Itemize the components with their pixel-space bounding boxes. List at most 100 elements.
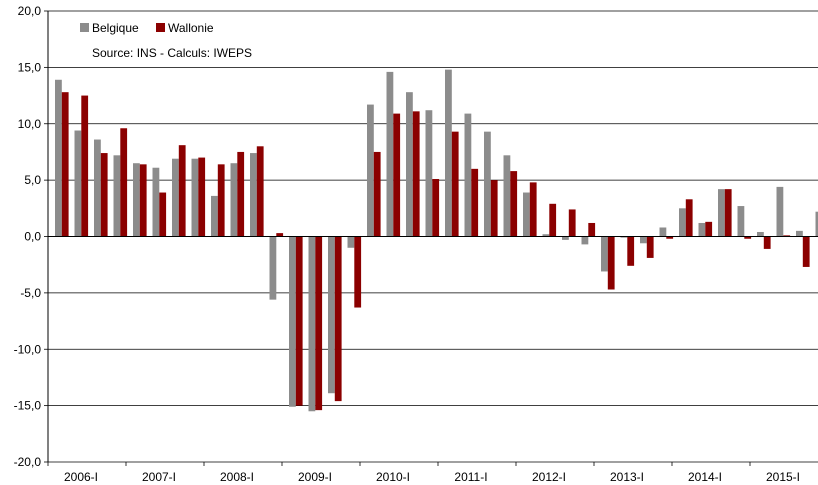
bar-wallonie [744, 236, 752, 239]
bar-belgique [113, 155, 121, 237]
bar-wallonie [178, 145, 186, 237]
x-tick-label: 2014-I [688, 470, 722, 484]
bar-wallonie [139, 164, 147, 237]
bar-wallonie [159, 192, 167, 237]
bar-wallonie [237, 151, 245, 237]
y-tick-label: -20,0 [14, 455, 42, 469]
bar-belgique [328, 236, 335, 394]
bar-belgique [347, 236, 355, 248]
bar-wallonie [334, 236, 342, 402]
x-tick-label: 2009-I [298, 470, 332, 484]
legend-label-wallonie: Wallonie [168, 21, 214, 35]
bar-belgique [620, 236, 628, 238]
bar-belgique [386, 71, 394, 237]
bar-wallonie [588, 222, 596, 237]
bar-belgique [503, 155, 511, 237]
bar-wallonie [354, 236, 362, 308]
bar-wallonie [217, 164, 225, 237]
bar-belgique [796, 230, 803, 237]
bar-wallonie [783, 235, 791, 237]
bar-belgique [269, 236, 277, 300]
y-tick-label: -5,0 [20, 286, 41, 300]
y-tick-label: 20,0 [18, 4, 42, 18]
bar-belgique [94, 139, 101, 237]
bar-wallonie [490, 180, 498, 237]
y-tick-label: -10,0 [14, 342, 42, 356]
y-tick-label: 15,0 [18, 60, 42, 74]
bar-wallonie [81, 95, 89, 237]
bar-wallonie [471, 168, 479, 237]
bar-wallonie [724, 189, 732, 237]
bars [55, 69, 818, 412]
bar-belgique [289, 236, 296, 407]
bar-belgique [367, 104, 374, 237]
bar-wallonie [393, 113, 401, 237]
x-tick-label: 2012-I [532, 470, 566, 484]
bar-belgique [737, 206, 745, 237]
bar-wallonie [549, 203, 557, 237]
legend: Belgique Wallonie Source: INS - Calculs:… [80, 21, 252, 60]
bar-wallonie [685, 199, 693, 237]
bar-belgique [484, 131, 491, 237]
bar-wallonie [100, 153, 108, 237]
bar-belgique [211, 195, 218, 237]
x-tick-labels: 2006-I 2007-I 2008-I 2009-I 2010-I 2011-I 2012… [47, 462, 800, 484]
bar-wallonie [627, 236, 635, 266]
legend-swatch-wallonie [156, 23, 165, 32]
bar-belgique [640, 236, 647, 244]
x-tick-label: 2010-I [376, 470, 410, 484]
bar-belgique [542, 234, 550, 237]
bar-belgique [152, 167, 160, 237]
x-tick-label: 2008-I [220, 470, 254, 484]
x-tick-label: 2013-I [610, 470, 644, 484]
bar-belgique [776, 186, 784, 237]
bar-wallonie [61, 92, 69, 237]
y-tick-label: 5,0 [24, 173, 41, 187]
bar-belgique [308, 236, 316, 412]
bar-wallonie [120, 128, 128, 237]
bar-wallonie [198, 157, 206, 237]
bar-belgique [815, 211, 818, 237]
bar-belgique [133, 163, 140, 237]
bar-wallonie [646, 236, 654, 258]
bar-wallonie [529, 182, 537, 237]
legend-swatch-belgique [80, 23, 89, 32]
bar-belgique [757, 231, 764, 237]
bar-belgique [523, 192, 530, 237]
bar-belgique [562, 236, 569, 240]
bar-belgique [679, 208, 686, 237]
y-tick-label: 0,0 [24, 230, 41, 244]
bar-belgique [250, 153, 257, 237]
bar-wallonie [666, 236, 674, 239]
bar-wallonie [568, 209, 576, 237]
bar-belgique [74, 130, 82, 237]
bar-wallonie [276, 233, 284, 237]
x-tick-label: 2007-I [142, 470, 176, 484]
bar-wallonie [432, 178, 440, 237]
bar-belgique [445, 69, 452, 237]
bar-wallonie [451, 131, 459, 237]
bar-belgique [191, 158, 199, 237]
bar-wallonie [705, 221, 713, 237]
x-tick-label: 2006-I [64, 470, 98, 484]
bar-belgique [406, 92, 413, 237]
bar-belgique [718, 189, 725, 237]
bar-belgique [464, 113, 472, 237]
bar-wallonie [373, 151, 381, 237]
bar-wallonie [763, 236, 771, 249]
bar-belgique [581, 236, 589, 245]
bar-wallonie [315, 236, 323, 411]
bar-wallonie [802, 236, 810, 267]
legend-label-belgique: Belgique [92, 21, 139, 35]
x-tick-label: 2011-I [454, 470, 487, 484]
bar-belgique [425, 110, 433, 237]
bar-wallonie [256, 146, 264, 237]
source-annotation: Source: INS - Calculs: IWEPS [92, 46, 252, 60]
bar-belgique [698, 222, 706, 237]
bar-belgique [172, 158, 179, 237]
bar-belgique [55, 79, 62, 237]
bar-belgique [230, 163, 238, 237]
bar-belgique [601, 236, 608, 272]
bar-belgique [659, 227, 667, 237]
